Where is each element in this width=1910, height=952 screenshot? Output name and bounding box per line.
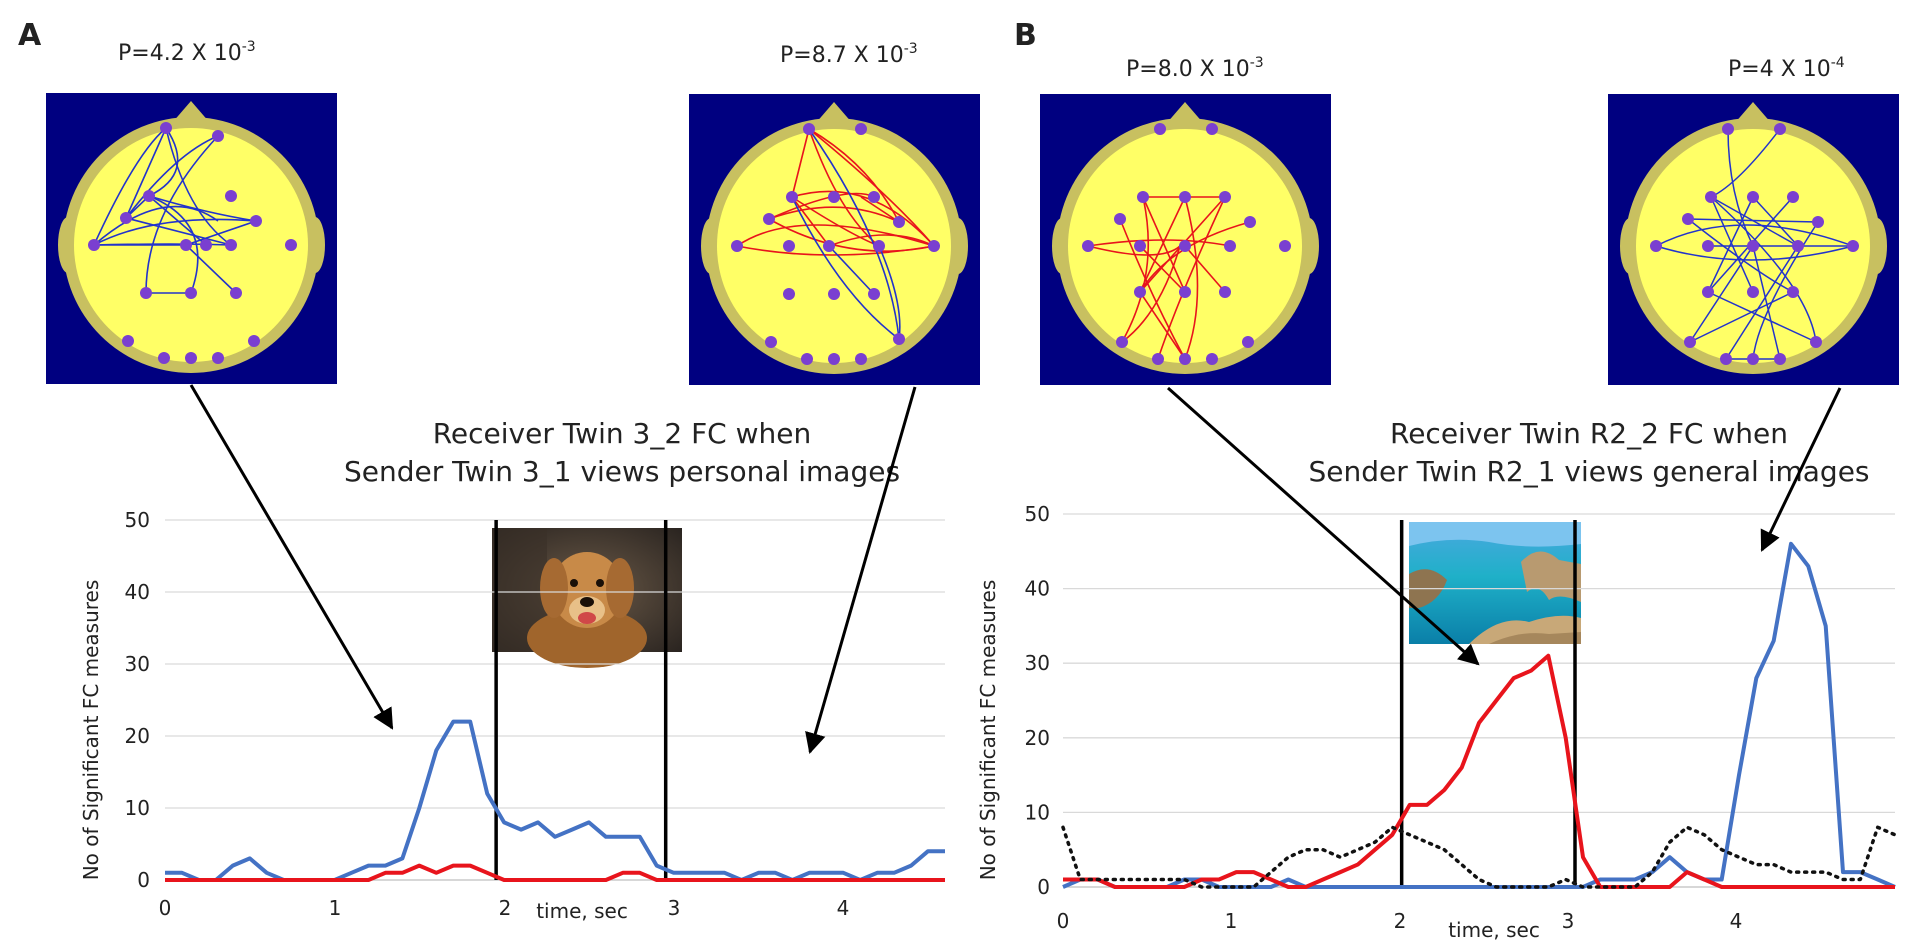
x-tick-label: 0 (159, 896, 172, 920)
series-red-line (165, 863, 945, 882)
panel-a-label: A (18, 18, 42, 53)
series-blue-line (165, 719, 945, 882)
panel-b-ylabel: No of Significant FC measures (976, 580, 1000, 881)
y-tick-label: 50 (1025, 502, 1050, 526)
y-tick-label: 30 (125, 652, 150, 676)
y-tick-label: 10 (125, 796, 150, 820)
x-tick-label: 4 (837, 896, 850, 920)
panel-b-arrow-right (1760, 387, 1842, 552)
panel-b-title-line2: Sender Twin R2_1 views general images (1308, 455, 1869, 488)
panel-a-brain-map-right (689, 94, 980, 385)
panel-a-map-left-pvalue: P=4.2 X 10-3 (118, 39, 256, 66)
y-tick-label: 30 (1025, 651, 1050, 675)
panel-a-title-line1: Receiver Twin 3_2 FC when (433, 417, 812, 450)
y-tick-label: 40 (125, 580, 150, 604)
panel-a: A P=4.2 X 10-3 (18, 18, 980, 923)
series-dotted-line (1061, 825, 1897, 889)
x-tick-label: 0 (1057, 909, 1070, 933)
x-tick-label: 3 (668, 896, 681, 920)
panel-a-stimulus-image (492, 528, 682, 668)
y-tick-label: 10 (1025, 800, 1050, 824)
x-tick-label: 1 (329, 896, 342, 920)
panel-b: B P=8.0 X 10-3 P=4 X (976, 18, 1899, 942)
panel-a-arrow-right (805, 386, 917, 755)
series-red-line (1063, 653, 1895, 889)
x-tick-label: 2 (1394, 909, 1407, 933)
y-tick-label: 20 (125, 724, 150, 748)
x-tick-label: 2 (499, 896, 512, 920)
panel-a-brain-map-left (46, 93, 337, 384)
panel-a-arrow-left (189, 384, 394, 730)
panel-b-stimulus-image (1409, 522, 1581, 644)
x-tick-label: 1 (1225, 909, 1238, 933)
y-tick-label: 0 (1037, 875, 1050, 899)
y-tick-label: 20 (1025, 726, 1050, 750)
panel-b-arrow-left (1167, 386, 1480, 666)
panel-b-map-right-pvalue: P=4 X 10-4 (1728, 55, 1845, 82)
panel-b-xlabel: time, sec (1448, 918, 1540, 942)
panel-b-brain-map-left (1040, 94, 1331, 385)
x-tick-label: 4 (1730, 909, 1743, 933)
panel-a-xlabel: time, sec (536, 899, 628, 923)
panel-a-title-line2: Sender Twin 3_1 views personal images (344, 455, 900, 488)
y-tick-label: 0 (137, 868, 150, 892)
x-tick-label: 3 (1562, 909, 1575, 933)
y-tick-label: 40 (1025, 577, 1050, 601)
panel-b-map-left-pvalue: P=8.0 X 10-3 (1126, 55, 1264, 82)
panel-b-chart: 0 10 20 30 40 50 0 1 2 3 4 (1025, 502, 1897, 933)
panel-b-title-line1: Receiver Twin R2_2 FC when (1390, 417, 1788, 450)
y-tick-label: 50 (125, 508, 150, 532)
panel-a-map-right-pvalue: P=8.7 X 10-3 (780, 41, 918, 68)
panel-b-label: B (1014, 18, 1037, 53)
panel-b-brain-map-right (1608, 94, 1899, 385)
panel-a-ylabel: No of Significant FC measures (79, 580, 103, 881)
